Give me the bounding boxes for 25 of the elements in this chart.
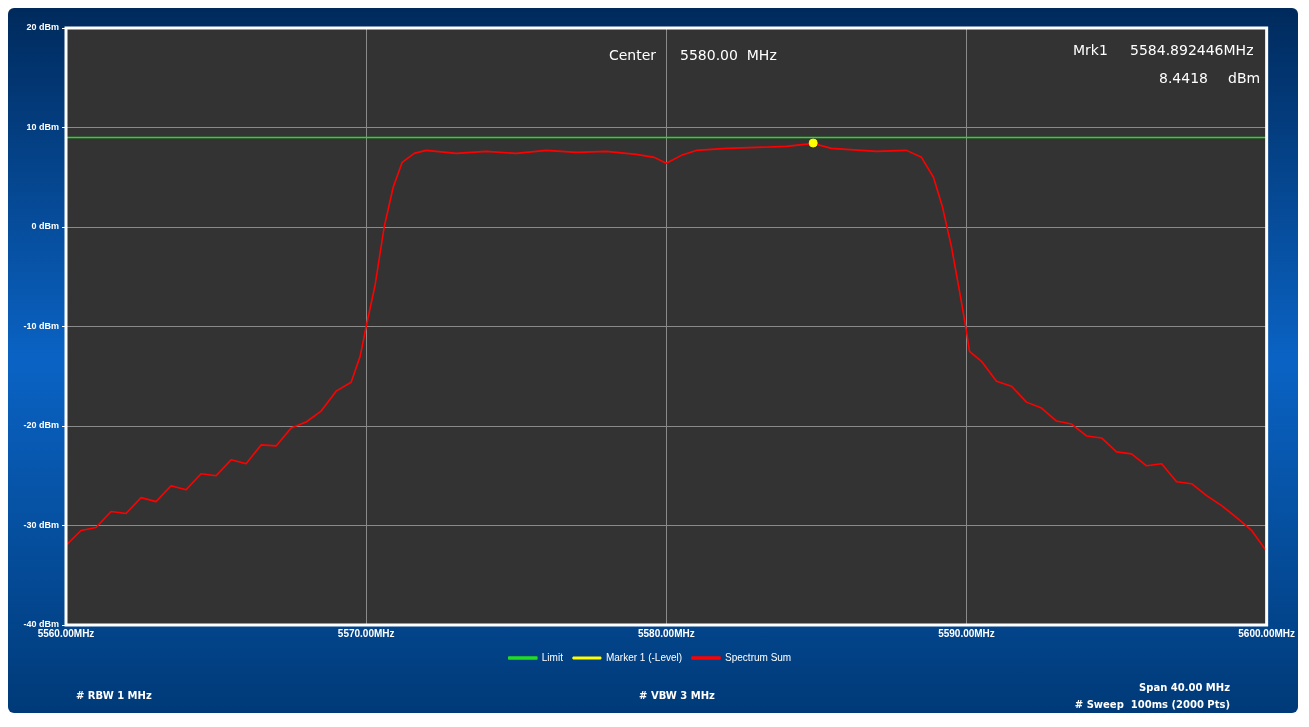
annotation: 5580.00 MHz <box>680 46 777 63</box>
annotation: Mrk1 <box>1073 41 1108 58</box>
text: Span 40.00 MHz <box>1139 681 1231 693</box>
text: # VBW 3 MHz <box>639 689 716 701</box>
annotation: 8.4418 <box>1159 69 1208 86</box>
y-tick-label: -20 dBm <box>23 420 59 431</box>
x-tick-label: 5570.00MHz <box>337 627 395 639</box>
x-tick-label: 5560.00MHz <box>37 627 95 639</box>
y-tick-label: -10 dBm <box>23 320 59 331</box>
legend-label: Limit <box>541 651 564 663</box>
y-tick-label: -40 dBm <box>23 619 59 630</box>
x-tick-label: 5590.00MHz <box>938 627 995 639</box>
legend-label: Spectrum Sum <box>725 651 792 663</box>
y-tick-label: 0 dBm <box>31 221 59 232</box>
x-tick-label: 5600.00MHz <box>1238 627 1295 639</box>
annotation: Center <box>608 46 657 63</box>
y-tick-label: 10 dBm <box>26 121 59 132</box>
x-tick-label: 5580.00MHz <box>637 627 695 639</box>
y-tick-label: 20 dBm <box>26 22 59 33</box>
annotation: 5584.892446MHz <box>1130 41 1254 58</box>
text: # Sweep 100ms (2000 Pts) <box>1074 698 1230 710</box>
y-tick-label: -30 dBm <box>23 519 59 530</box>
annotation: dBm <box>1228 69 1261 86</box>
text: # RBW 1 MHz <box>76 689 152 701</box>
legend-label: Marker 1 (-Level) <box>605 651 683 663</box>
